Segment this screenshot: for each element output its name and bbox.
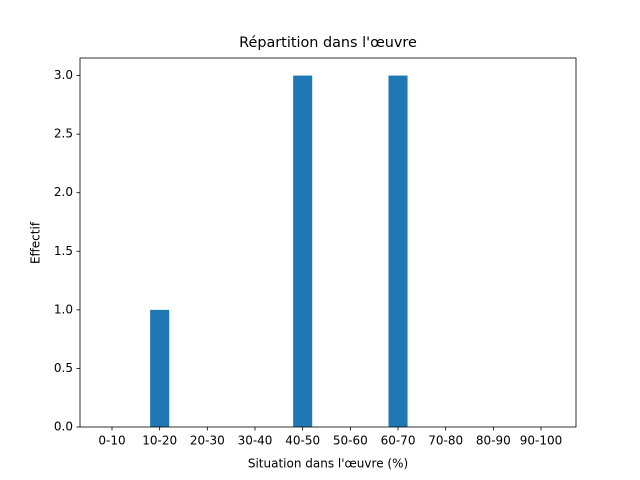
- x-tick-label: 50-60: [333, 434, 368, 448]
- bar: [388, 75, 408, 428]
- y-tick-label: 1.0: [54, 302, 73, 316]
- bar: [293, 75, 313, 428]
- x-tick-label: 40-50: [285, 434, 320, 448]
- y-tick-label: 2.5: [54, 127, 73, 141]
- y-axis-label: Effectif: [29, 221, 43, 264]
- x-tick-label: 30-40: [238, 434, 273, 448]
- y-tick-label: 1.5: [54, 244, 73, 258]
- x-axis-label: Situation dans l'œuvre (%): [248, 457, 408, 471]
- y-tick-label: 3.0: [54, 68, 73, 82]
- x-tick-label: 80-90: [476, 434, 511, 448]
- y-tick-label: 0.5: [54, 361, 73, 375]
- x-tick-label: 60-70: [381, 434, 416, 448]
- chart-title: Répartition dans l'œuvre: [239, 35, 417, 51]
- x-tick-label: 20-30: [190, 434, 225, 448]
- x-tick-label: 0-10: [98, 434, 125, 448]
- x-tick-label: 70-80: [428, 434, 463, 448]
- x-tick-label: 90-100: [520, 434, 563, 448]
- x-tick-label: 10-20: [142, 434, 177, 448]
- y-tick-label: 2.0: [54, 185, 73, 199]
- y-tick-label: 0.0: [54, 420, 73, 434]
- bar: [150, 309, 170, 427]
- plot-frame: [79, 57, 577, 428]
